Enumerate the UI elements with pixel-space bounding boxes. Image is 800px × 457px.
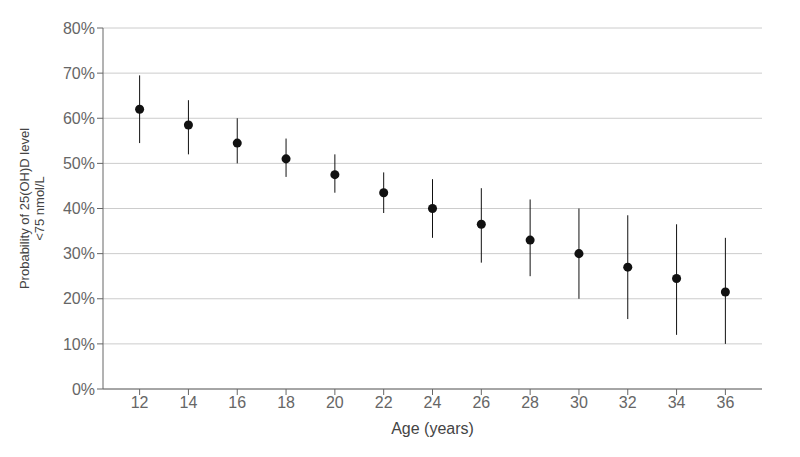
svg-text:20%: 20% (63, 290, 95, 307)
svg-text:60%: 60% (63, 110, 95, 127)
svg-text:70%: 70% (63, 65, 95, 82)
svg-text:28: 28 (521, 394, 539, 411)
svg-text:24: 24 (424, 394, 442, 411)
svg-text:26: 26 (472, 394, 490, 411)
svg-text:40%: 40% (63, 200, 95, 217)
svg-text:50%: 50% (63, 155, 95, 172)
svg-text:10%: 10% (63, 336, 95, 353)
svg-text:20: 20 (326, 394, 344, 411)
svg-text:18: 18 (277, 394, 295, 411)
svg-text:36: 36 (716, 394, 734, 411)
svg-text:80%: 80% (63, 20, 95, 37)
svg-text:22: 22 (375, 394, 393, 411)
svg-text:34: 34 (668, 394, 686, 411)
svg-text:Age (years): Age (years) (391, 420, 474, 437)
svg-text:32: 32 (619, 394, 637, 411)
svg-text:Probability of 25(OH)D level<7: Probability of 25(OH)D level<75 nmol/L (17, 128, 47, 289)
svg-text:12: 12 (131, 394, 149, 411)
svg-text:16: 16 (228, 394, 246, 411)
svg-text:14: 14 (180, 394, 198, 411)
svg-text:30: 30 (570, 394, 588, 411)
svg-text:30%: 30% (63, 245, 95, 262)
svg-text:0%: 0% (72, 381, 95, 398)
